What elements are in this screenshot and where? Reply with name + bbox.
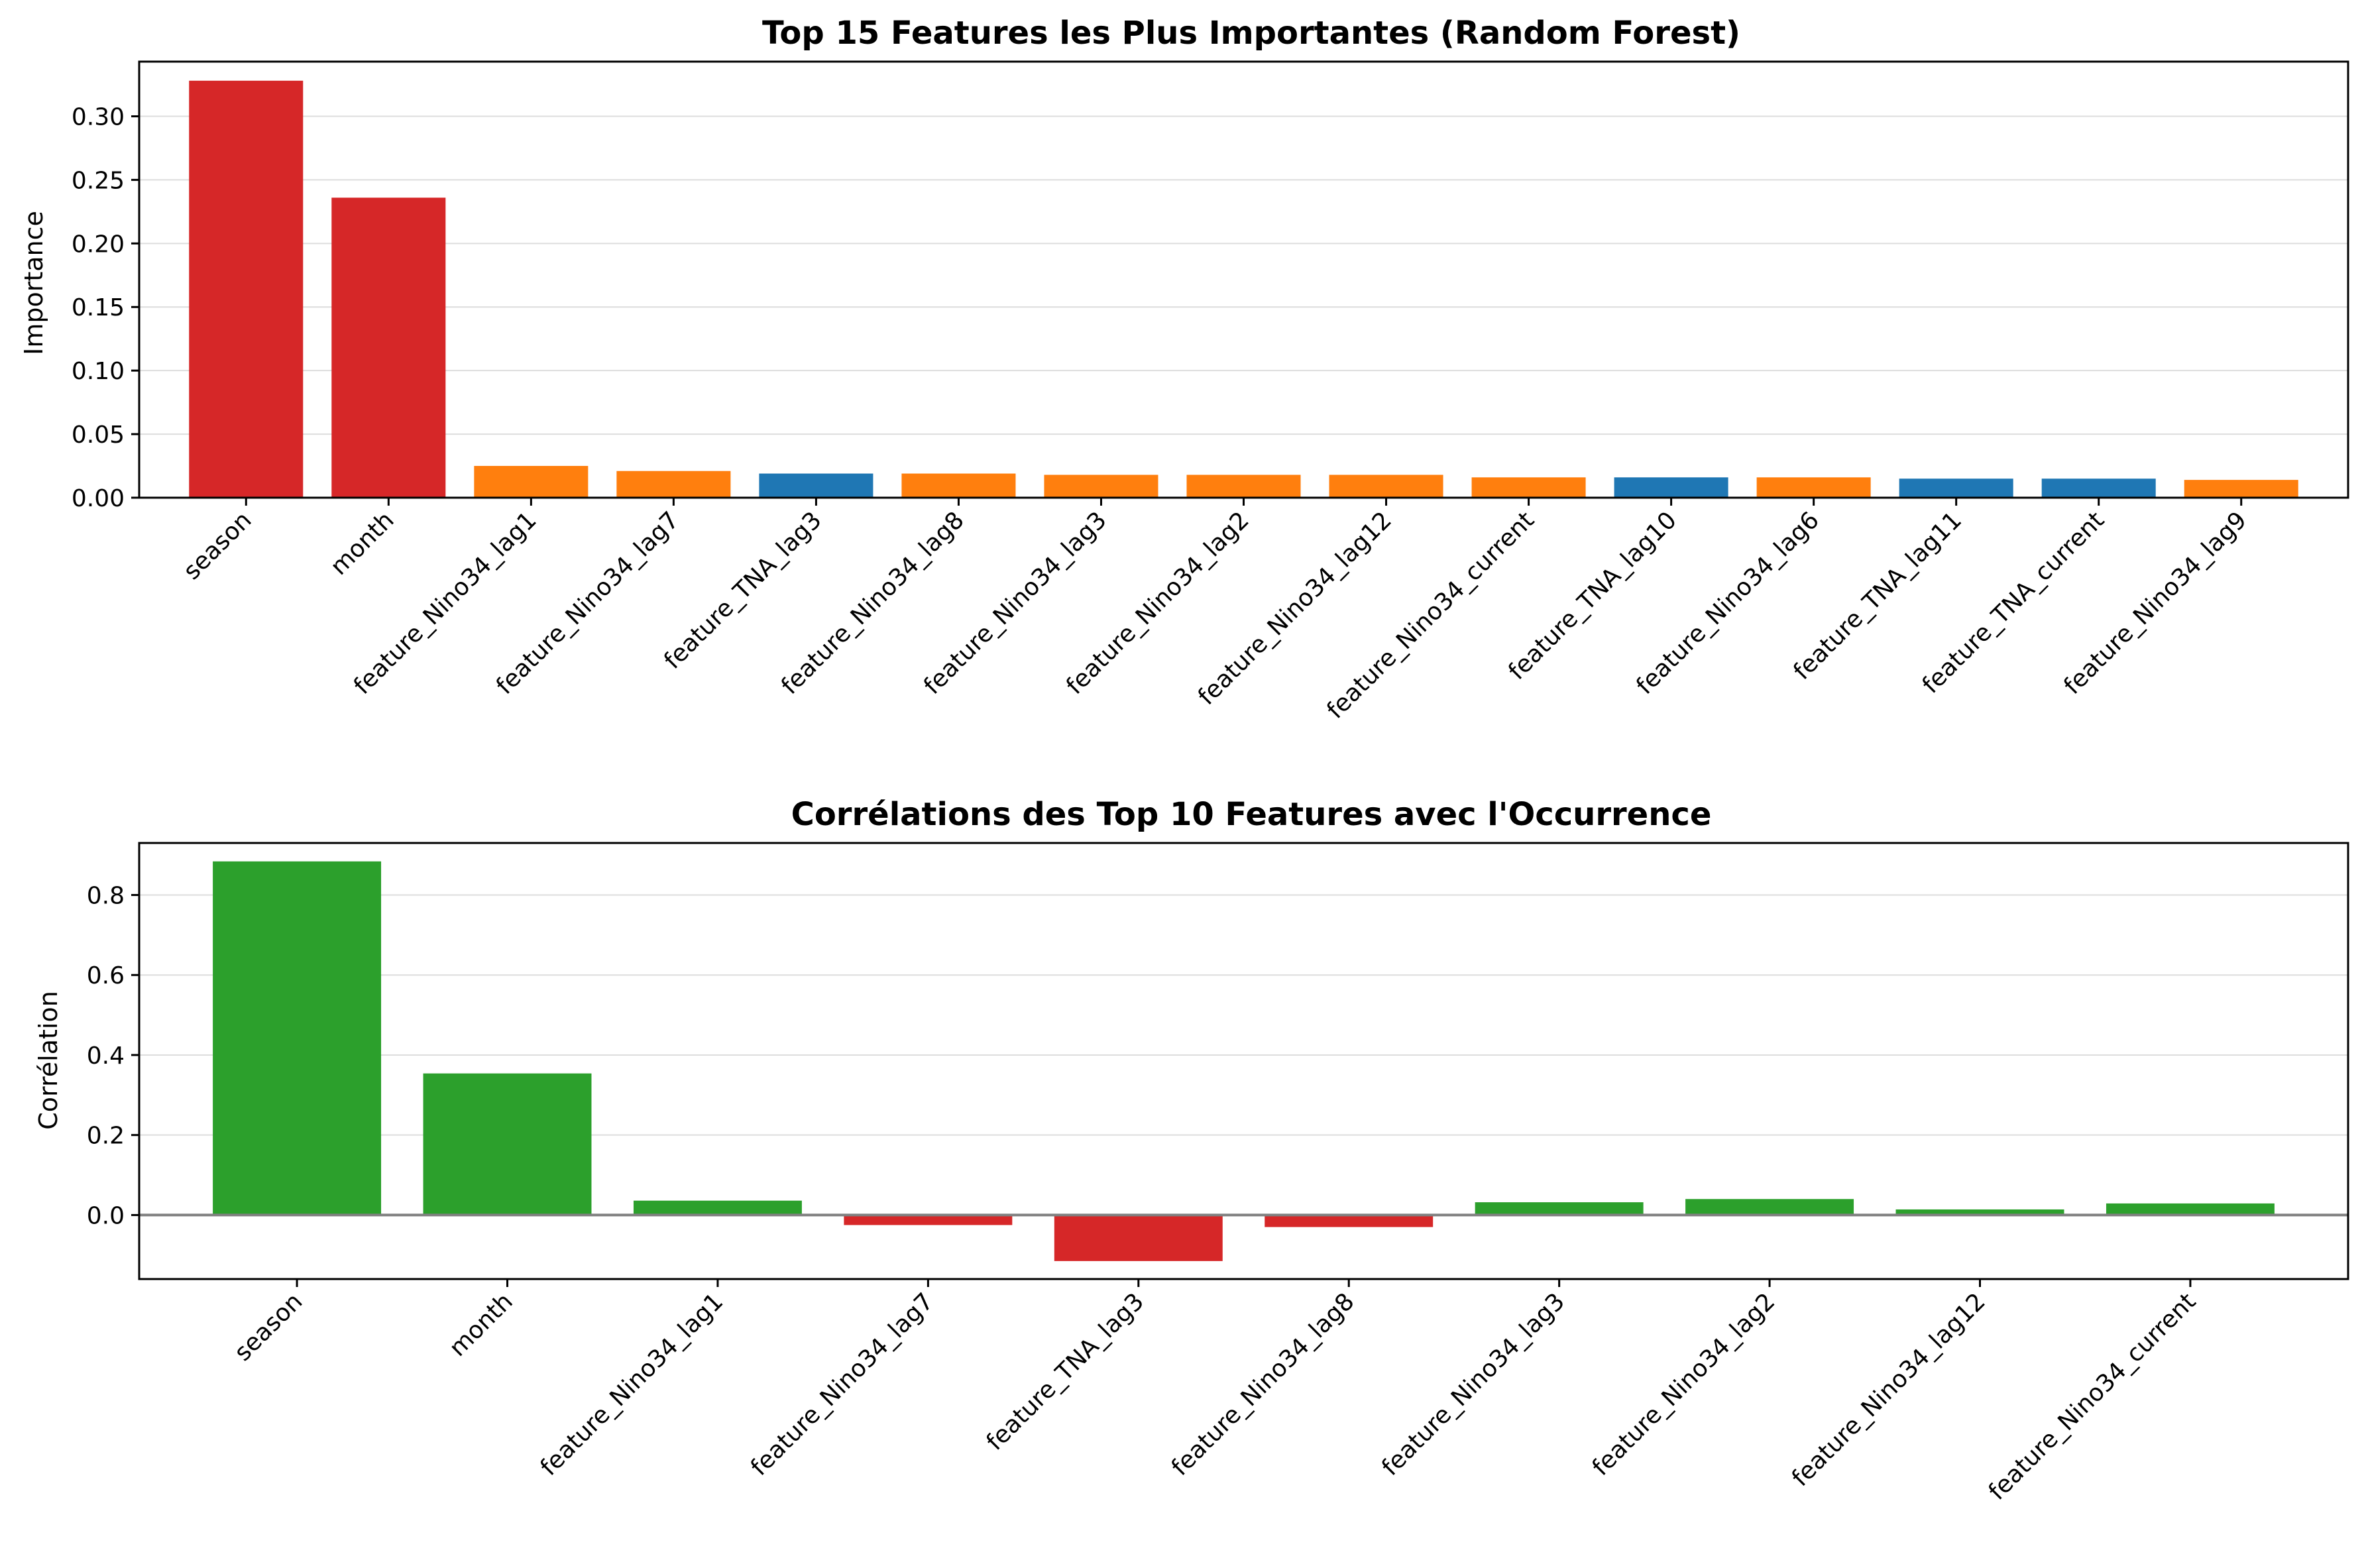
importance-bar-feature_TNA_lag10 bbox=[1614, 477, 1728, 498]
importance-y-tick-label: 0.00 bbox=[72, 485, 125, 512]
correlation-x-tick-label: feature_Nino34_lag1 bbox=[535, 1288, 729, 1481]
importance-y-ticks: 0.00 0.05 0.10 0.15 0.20 0.25 0.30 bbox=[72, 103, 139, 512]
correlation-x-tick-label: feature_Nino34_lag12 bbox=[1787, 1288, 1991, 1492]
correlation-bar-feature_Nino34_lag1 bbox=[633, 1200, 802, 1215]
importance-y-tick-label: 0.15 bbox=[72, 294, 125, 321]
correlation-axes-frame bbox=[138, 842, 2349, 1280]
importance-y-axis-label: Importance bbox=[19, 211, 48, 355]
correlation-x-tick-label: feature_Nino34_lag7 bbox=[746, 1288, 939, 1481]
importance-bar-feature_Nino34_lag9 bbox=[2184, 480, 2298, 498]
importance-chart-title: Top 15 Features les Plus Importantes (Ra… bbox=[762, 15, 1740, 52]
importance-bar-feature_TNA_current bbox=[2041, 478, 2156, 498]
importance-bars bbox=[189, 80, 2298, 498]
correlation-x-tick-label: feature_Nino34_current bbox=[1984, 1288, 2201, 1505]
correlation-bar-feature_Nino34_lag8 bbox=[1265, 1215, 1434, 1227]
importance-y-tick-label: 0.10 bbox=[72, 358, 125, 385]
correlation-y-ticks: 0.0 0.2 0.4 0.6 0.8 bbox=[87, 882, 139, 1229]
correlation-y-tick-label: 0.0 bbox=[87, 1202, 125, 1229]
importance-y-tick-label: 0.20 bbox=[72, 231, 125, 258]
correlation-y-tick-label: 0.2 bbox=[87, 1123, 125, 1150]
importance-x-tick-label: season bbox=[178, 506, 256, 585]
importance-bar-feature_Nino34_lag2 bbox=[1186, 475, 1301, 498]
importance-bar-feature_Nino34_lag6 bbox=[1756, 477, 1871, 498]
importance-axes-frame bbox=[138, 60, 2349, 499]
importance-y-tick-label: 0.30 bbox=[72, 103, 125, 131]
correlation-x-ticks: season month feature_Nino34_lag1 feature_Ni… bbox=[229, 1279, 2201, 1506]
correlation-x-tick-label: feature_Nino34_lag2 bbox=[1587, 1288, 1781, 1481]
importance-bar-feature_Nino34_current bbox=[1471, 477, 1586, 498]
correlation-bar-feature_Nino34_current bbox=[2106, 1203, 2275, 1215]
correlation-y-tick-label: 0.8 bbox=[87, 882, 125, 909]
correlation-x-tick-label: season bbox=[229, 1288, 308, 1366]
correlation-x-tick-label: feature_Nino34_lag3 bbox=[1377, 1288, 1570, 1481]
correlation-y-tick-label: 0.4 bbox=[87, 1042, 125, 1070]
correlation-bar-feature_Nino34_lag12 bbox=[1895, 1209, 2064, 1215]
correlation-bar-feature_TNA_lag3 bbox=[1054, 1215, 1223, 1261]
correlation-y-tick-label: 0.6 bbox=[87, 962, 125, 989]
correlation-x-tick-label: feature_Nino34_lag8 bbox=[1166, 1288, 1360, 1481]
importance-bar-season bbox=[189, 80, 304, 498]
importance-bar-feature_TNA_lag3 bbox=[759, 473, 873, 498]
importance-bar-feature_Nino34_lag8 bbox=[901, 473, 1016, 498]
importance-bar-feature_TNA_lag11 bbox=[1899, 478, 2013, 498]
importance-chart: Top 15 Features les Plus Importantes (Ra… bbox=[19, 15, 2349, 724]
correlation-y-axis-label: Corrélation bbox=[34, 991, 63, 1130]
importance-y-tick-label: 0.05 bbox=[72, 421, 125, 449]
importance-bar-feature_Nino34_lag3 bbox=[1044, 475, 1158, 498]
correlation-bar-season bbox=[213, 861, 382, 1215]
correlation-bar-feature_Nino34_lag7 bbox=[844, 1215, 1013, 1225]
importance-x-tick-label: feature_TNA_lag3 bbox=[659, 506, 826, 674]
importance-bar-feature_Nino34_lag7 bbox=[616, 471, 731, 498]
importance-x-tick-label: month bbox=[325, 506, 400, 581]
importance-y-tick-label: 0.25 bbox=[72, 167, 125, 194]
correlation-x-tick-label: feature_TNA_lag3 bbox=[982, 1288, 1149, 1455]
importance-grid bbox=[139, 115, 2348, 498]
correlation-chart-title: Corrélations des Top 10 Features avec l'… bbox=[791, 796, 1712, 833]
correlation-chart: Corrélations des Top 10 Features avec l'… bbox=[34, 796, 2349, 1506]
importance-bar-feature_Nino34_lag12 bbox=[1329, 475, 1443, 498]
correlation-bar-feature_Nino34_lag3 bbox=[1475, 1202, 1644, 1215]
correlation-x-tick-label: month bbox=[444, 1288, 518, 1362]
correlation-bar-month bbox=[423, 1073, 592, 1215]
importance-x-ticks: season monthfeature_Nino34_lag1feature_Ni… bbox=[178, 498, 2252, 724]
importance-bar-month bbox=[331, 197, 446, 498]
importance-bar-feature_Nino34_lag1 bbox=[474, 466, 589, 498]
correlation-bars bbox=[213, 861, 2275, 1261]
correlation-bar-feature_Nino34_lag2 bbox=[1685, 1199, 1854, 1215]
